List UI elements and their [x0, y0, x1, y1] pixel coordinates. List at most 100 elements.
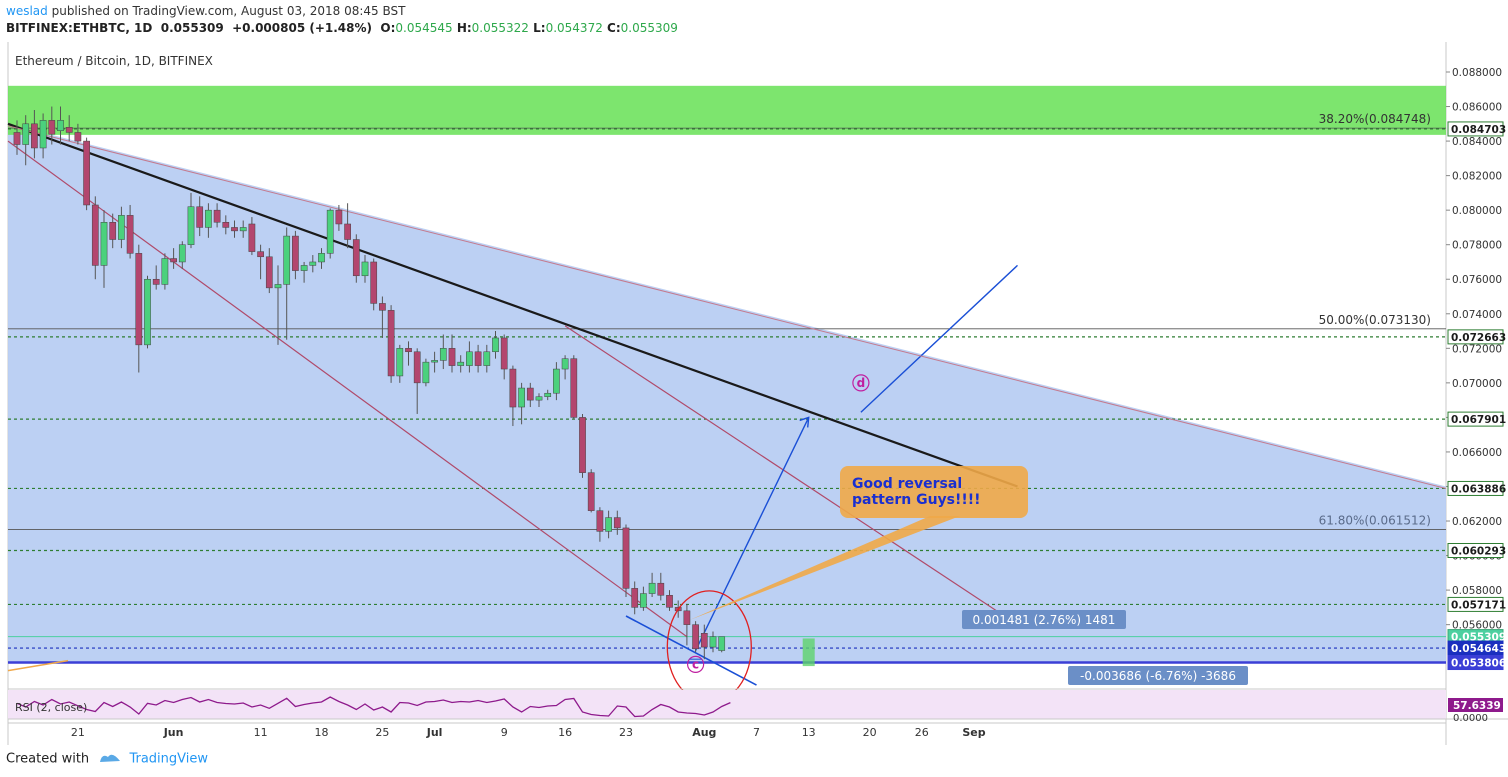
- x-tick-label: Jun: [163, 726, 184, 739]
- candle-body: [248, 223, 256, 252]
- candle-body: [57, 120, 64, 131]
- candle-body: [265, 256, 273, 289]
- x-tick-label: Aug: [692, 726, 716, 739]
- candle-body: [413, 351, 421, 384]
- x-tick-label: 21: [71, 726, 85, 739]
- y-tick-label: 0.066000: [1452, 447, 1502, 459]
- candle: [83, 137, 90, 211]
- candle-body: [109, 221, 117, 240]
- candle-body: [535, 396, 543, 401]
- candle: [553, 362, 560, 401]
- axis-price-tag: 0.054643: [1447, 640, 1506, 656]
- axis-price-tag-label: 0.072663: [1451, 332, 1506, 344]
- author-link[interactable]: weslad: [6, 4, 48, 18]
- candle-body: [187, 206, 195, 245]
- candle: [509, 365, 517, 427]
- candle: [187, 192, 195, 249]
- candle: [570, 355, 578, 420]
- measure-label-up: 0.001481 (2.76%) 1481: [973, 613, 1116, 627]
- axis-price-tag: 0.060293: [1447, 542, 1506, 558]
- candle-body: [561, 358, 569, 370]
- wave-label-circle: [852, 374, 870, 392]
- candle: [492, 331, 499, 359]
- y-tick-label: 0.080000: [1452, 205, 1502, 217]
- candle: [91, 196, 99, 280]
- measure-box-up: [962, 610, 1126, 629]
- candle-body: [379, 303, 386, 311]
- candle-body: [213, 209, 221, 223]
- tradingview-brand-link[interactable]: TradingView: [129, 751, 208, 767]
- open-value: 0.054545: [395, 21, 453, 35]
- candle-body: [439, 348, 447, 361]
- candle-body: [648, 582, 656, 594]
- candle: [535, 393, 543, 408]
- close-label: C:: [607, 21, 621, 35]
- candle-body: [283, 235, 291, 285]
- axis-price-tag: 0.053806: [1447, 655, 1506, 671]
- price-chart[interactable]: 38.20%(0.084748) 50.00%(0.073130) 61.80%(0…: [0, 0, 1508, 745]
- candle-body: [83, 140, 90, 206]
- axis-price-tag-label: 0.054643: [1451, 643, 1506, 655]
- candle-body: [579, 417, 586, 473]
- candle: [222, 215, 230, 235]
- candle: [561, 355, 569, 380]
- x-tick-label: 25: [375, 726, 389, 739]
- candle: [457, 355, 465, 373]
- candle-body: [318, 253, 325, 263]
- axis-price-tag-box: [1447, 121, 1504, 137]
- candle: [352, 234, 360, 283]
- trendline-upper-resistance: [7, 122, 1018, 488]
- axis-price-tag-label: 0.057171: [1451, 599, 1506, 611]
- orange-stub-line: [7, 659, 69, 672]
- candle: [692, 621, 699, 653]
- y-tick-label: 0.086000: [1452, 102, 1502, 114]
- axis-price-tag: 0.063886: [1447, 480, 1506, 496]
- candle-body: [448, 348, 456, 366]
- candle: [257, 244, 264, 280]
- x-tick-label: 23: [619, 726, 633, 739]
- candle-body: [431, 360, 438, 363]
- candle-body: [422, 361, 430, 384]
- chart-area[interactable]: 38.20%(0.084748) 50.00%(0.073130) 61.80%(0…: [0, 0, 1508, 749]
- candle-body: [387, 310, 395, 377]
- axis-price-tag: 0.084703: [1447, 121, 1506, 137]
- candle: [483, 344, 491, 373]
- candle-body: [222, 221, 230, 228]
- candle-body: [509, 368, 517, 408]
- axis-price-tag: 0.067901: [1447, 411, 1506, 427]
- x-tick-label: 11: [254, 726, 268, 739]
- candle-body: [257, 251, 264, 258]
- candle-body: [170, 258, 177, 263]
- candle-body: [231, 227, 238, 232]
- y-tick-label: 0.076000: [1452, 274, 1502, 286]
- candle: [648, 572, 656, 598]
- candle: [587, 469, 595, 513]
- candle: [74, 123, 82, 145]
- candle: [31, 109, 38, 159]
- candle-body: [309, 261, 317, 266]
- candle-body: [100, 221, 108, 266]
- axis-price-tag: 0.055309: [1447, 629, 1506, 645]
- candle: [387, 305, 395, 383]
- candle: [152, 265, 160, 290]
- candle: [144, 275, 151, 349]
- candle: [100, 210, 108, 288]
- candle: [283, 227, 291, 340]
- axis-price-tag: 0.072663: [1447, 329, 1506, 345]
- low-value: 0.054372: [545, 21, 603, 35]
- candle: [631, 581, 639, 615]
- wave-label-circle: [686, 655, 705, 673]
- rsi-label: RSI (2, close): [15, 701, 87, 714]
- candle: [370, 258, 378, 311]
- candle-body: [352, 239, 360, 277]
- x-tick-label: 18: [315, 726, 329, 739]
- rsi-zero-label: 0.0000: [1453, 713, 1488, 724]
- publish-line: weslad published on TradingView.com, Aug…: [6, 3, 678, 20]
- candle: [335, 204, 343, 231]
- candle: [161, 253, 169, 290]
- candle-body: [126, 215, 134, 254]
- candle-body: [692, 624, 699, 650]
- candle-body: [65, 127, 73, 133]
- axis-price-tag-label: 0.055309: [1451, 632, 1506, 644]
- candle: [709, 631, 717, 653]
